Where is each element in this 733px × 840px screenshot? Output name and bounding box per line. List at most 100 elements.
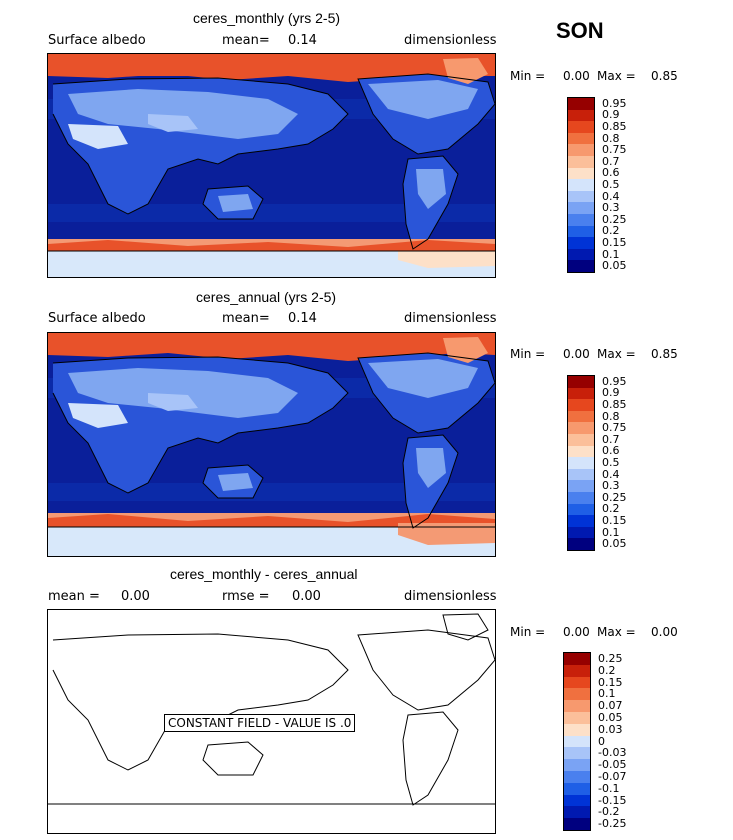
colorbar-swatch [564, 712, 590, 724]
panel3-min-label: Min = [510, 625, 546, 639]
panel2-max-label: Max = [597, 347, 636, 361]
panel2-mean-label: mean= [222, 311, 270, 326]
colorbar-tick-label: 0.9 [602, 386, 620, 400]
colorbar-swatch [564, 771, 590, 783]
colorbar-tick-label: -0.05 [598, 758, 627, 772]
colorbar-swatch [568, 156, 594, 168]
panel1-max-label: Max = [597, 69, 636, 83]
colorbar-tick-label: -0.25 [598, 817, 627, 831]
colorbar-swatch [568, 526, 594, 539]
constant-field-note: CONSTANT FIELD - VALUE IS .0 [164, 714, 356, 732]
colorbar-tick-label: 0.07 [598, 699, 623, 713]
colorbar-tick-label: 0.95 [602, 96, 627, 110]
colorbar-swatch [568, 410, 594, 423]
colorbar-tick-label: 0.85 [602, 398, 627, 411]
panel1-map [47, 53, 496, 278]
colorbar-tick-label: 0.05 [602, 537, 627, 551]
colorbar-tick-label: 0.6 [602, 166, 620, 180]
colorbar-swatch [564, 782, 590, 795]
colorbar-swatch [568, 515, 594, 528]
colorbar-tick-label: 0.2 [602, 224, 620, 238]
panel3-mean-label: mean = [48, 589, 100, 604]
colorbar-tick-label: 0.03 [598, 722, 623, 736]
colorbar-tick-label: 0.7 [602, 432, 620, 446]
colorbar-tick-label: 0.4 [602, 467, 620, 481]
colorbar-tick-label: 0.85 [602, 120, 627, 133]
panel1-max-value: 0.85 [651, 69, 678, 83]
colorbar-swatch [568, 492, 594, 504]
colorbar-tick-label: 0 [598, 734, 605, 748]
colorbar-tick-label: -0.2 [598, 805, 620, 819]
colorbar-tick-label: 0.1 [602, 247, 620, 261]
colorbar-tick-label: 0.6 [602, 444, 620, 458]
colorbar-swatch [564, 664, 590, 677]
season-label: SON [556, 18, 604, 43]
colorbar-tick-label: 0.4 [602, 189, 620, 203]
panel1-min-label: Min = [510, 69, 546, 83]
colorbar-tick-label: 0.8 [602, 409, 620, 423]
colorbar-tick-label: 0.2 [602, 502, 620, 516]
colorbar-swatch [568, 422, 594, 435]
colorbar-swatch [568, 480, 594, 493]
panel2-max-value: 0.85 [651, 347, 678, 361]
colorbar-tick-label: 0.15 [602, 236, 627, 249]
colorbar-tick-label: 0.3 [602, 479, 620, 493]
colorbar-tick-label: 0.1 [602, 525, 620, 539]
panel3-map: CONSTANT FIELD - VALUE IS .0 [47, 609, 496, 834]
panel3-rmse-label: rmse = [222, 589, 270, 604]
colorbar-swatch [568, 202, 594, 215]
colorbar-tick-label: -0.15 [598, 793, 627, 807]
colorbar-tick-label: 0.15 [602, 514, 627, 527]
panel1-map-svg [48, 54, 495, 277]
colorbar-swatch [568, 538, 594, 551]
panel3-colorbar: 0.25 0.2 0.15 0.1 0.07 0.05 0.03 0 -0.03 -0.05 -0.… [563, 652, 626, 831]
colorbar-swatch [564, 700, 590, 713]
panel3-units: dimensionless [404, 589, 497, 604]
panel3-rmse-value: 0.00 [292, 589, 321, 604]
colorbar-tick-label: -0.03 [598, 746, 627, 760]
panel2-variable-label: Surface albedo [48, 311, 146, 326]
colorbar-swatch [568, 109, 594, 122]
colorbar-swatch [568, 121, 594, 134]
colorbar-tick-label: 0.5 [602, 456, 620, 469]
panel3-max-value: 0.00 [651, 625, 678, 639]
colorbar-swatch [568, 387, 594, 400]
colorbar-tick-label: 0.2 [598, 663, 616, 677]
colorbar-tick-label: 0.95 [602, 374, 627, 388]
colorbar-tick-label: 0.3 [602, 201, 620, 215]
panel1-mean-label: mean= [222, 33, 270, 48]
colorbar-swatch [568, 132, 594, 145]
panel2-map-svg [48, 333, 495, 556]
colorbar-tick-label: -0.1 [598, 781, 620, 795]
panel2-min-value: 0.00 [563, 347, 590, 361]
panel3-title: ceres_monthly - ceres_annual [170, 566, 358, 582]
panel3-min-value: 0.00 [563, 625, 590, 639]
colorbar-tick-label: -0.07 [598, 769, 627, 783]
colorbar-swatch [568, 237, 594, 250]
panel1-units: dimensionless [404, 33, 497, 48]
panel3-mean-value: 0.00 [121, 589, 150, 604]
colorbar-swatch [564, 653, 590, 665]
colorbar-swatch [568, 376, 594, 388]
colorbar-swatch [568, 225, 594, 238]
colorbar-swatch [568, 179, 594, 192]
colorbar-tick-label: 0.25 [602, 212, 627, 226]
colorbar-tick-label: 0.75 [602, 421, 627, 435]
colorbar-swatch [568, 214, 594, 226]
panel2-map [47, 332, 496, 557]
colorbar-swatch [568, 468, 594, 481]
panel1-title: ceres_monthly (yrs 2-5) [193, 10, 341, 26]
panel2-title: ceres_annual (yrs 2-5) [196, 289, 337, 305]
colorbar-swatch [568, 167, 594, 180]
colorbar-swatch [564, 688, 590, 701]
panel1-min-value: 0.00 [563, 69, 590, 83]
colorbar-swatch [564, 676, 590, 689]
panel1-colorbar: 0.95 0.9 0.85 0.8 0.75 0.7 0.6 0.5 0.4 0.3 0.25 0.2… [567, 97, 627, 273]
colorbar-tick-label: 0.7 [602, 154, 620, 168]
colorbar-swatch [564, 818, 590, 831]
panel1-variable-label: Surface albedo [48, 33, 146, 48]
colorbar-swatch [568, 457, 594, 470]
colorbar-swatch [564, 747, 590, 760]
colorbar-swatch [564, 806, 590, 819]
colorbar-tick-label: 0.75 [602, 143, 627, 157]
